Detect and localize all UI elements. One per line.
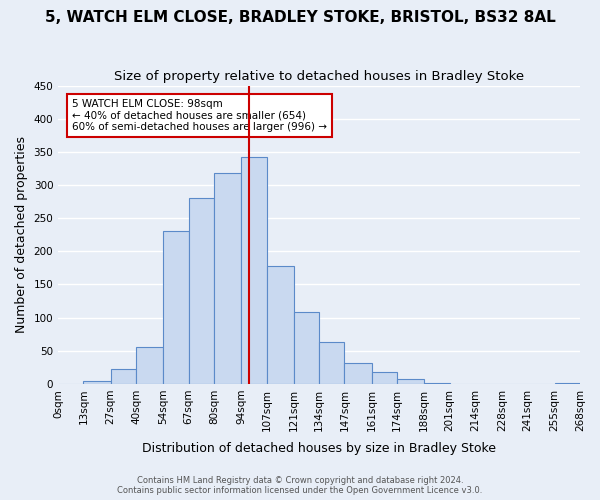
Bar (294, 312, 319, 384)
Bar (241, 157, 266, 384)
Text: Contains HM Land Registry data © Crown copyright and database right 2024.
Contai: Contains HM Land Registry data © Crown c… (118, 476, 482, 495)
Text: 5 WATCH ELM CLOSE: 98sqm
← 40% of detached houses are smaller (654)
60% of semi-: 5 WATCH ELM CLOSE: 98sqm ← 40% of detach… (72, 99, 327, 132)
Bar (424, 382, 449, 384)
Bar (83, 380, 111, 384)
Bar (319, 342, 344, 384)
Bar (397, 380, 424, 384)
Bar (554, 382, 580, 384)
Bar (163, 232, 188, 384)
Bar (136, 348, 163, 384)
Y-axis label: Number of detached properties: Number of detached properties (15, 136, 28, 333)
Bar (111, 370, 136, 384)
X-axis label: Distribution of detached houses by size in Bradley Stoke: Distribution of detached houses by size … (142, 442, 496, 455)
Text: 5, WATCH ELM CLOSE, BRADLEY STOKE, BRISTOL, BS32 8AL: 5, WATCH ELM CLOSE, BRADLEY STOKE, BRIST… (44, 10, 556, 25)
Bar (266, 266, 294, 384)
Bar (214, 173, 241, 384)
Title: Size of property relative to detached houses in Bradley Stoke: Size of property relative to detached ho… (114, 70, 524, 83)
Bar (344, 362, 371, 384)
Bar (188, 198, 214, 384)
Bar (371, 372, 397, 384)
